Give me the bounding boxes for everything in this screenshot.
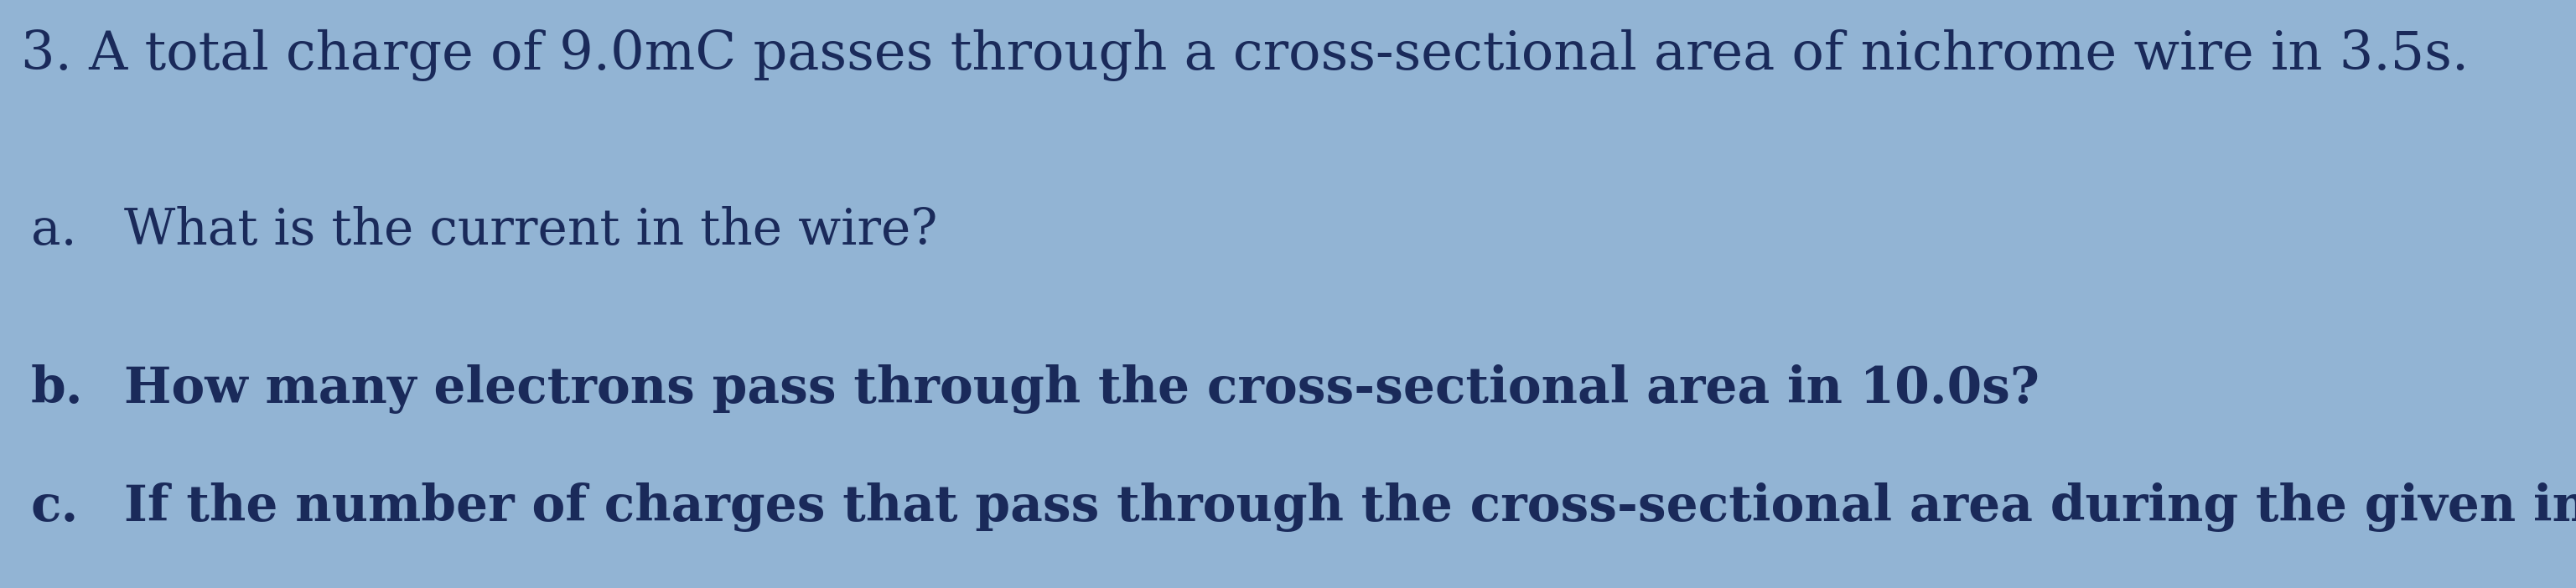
Text: c.: c. [31, 482, 80, 531]
Text: b.: b. [31, 365, 82, 413]
Text: 3. A total charge of 9.0mC passes through a cross-sectional area of nichrome wir: 3. A total charge of 9.0mC passes throug… [21, 29, 2468, 81]
Text: What is the current in the wire?: What is the current in the wire? [124, 206, 938, 255]
Text: a.: a. [31, 206, 77, 255]
Text: If the number of charges that pass through the cross-sectional area during the g: If the number of charges that pass throu… [124, 482, 2576, 532]
Text: How many electrons pass through the cross-sectional area in 10.0s?: How many electrons pass through the cros… [124, 365, 2040, 414]
